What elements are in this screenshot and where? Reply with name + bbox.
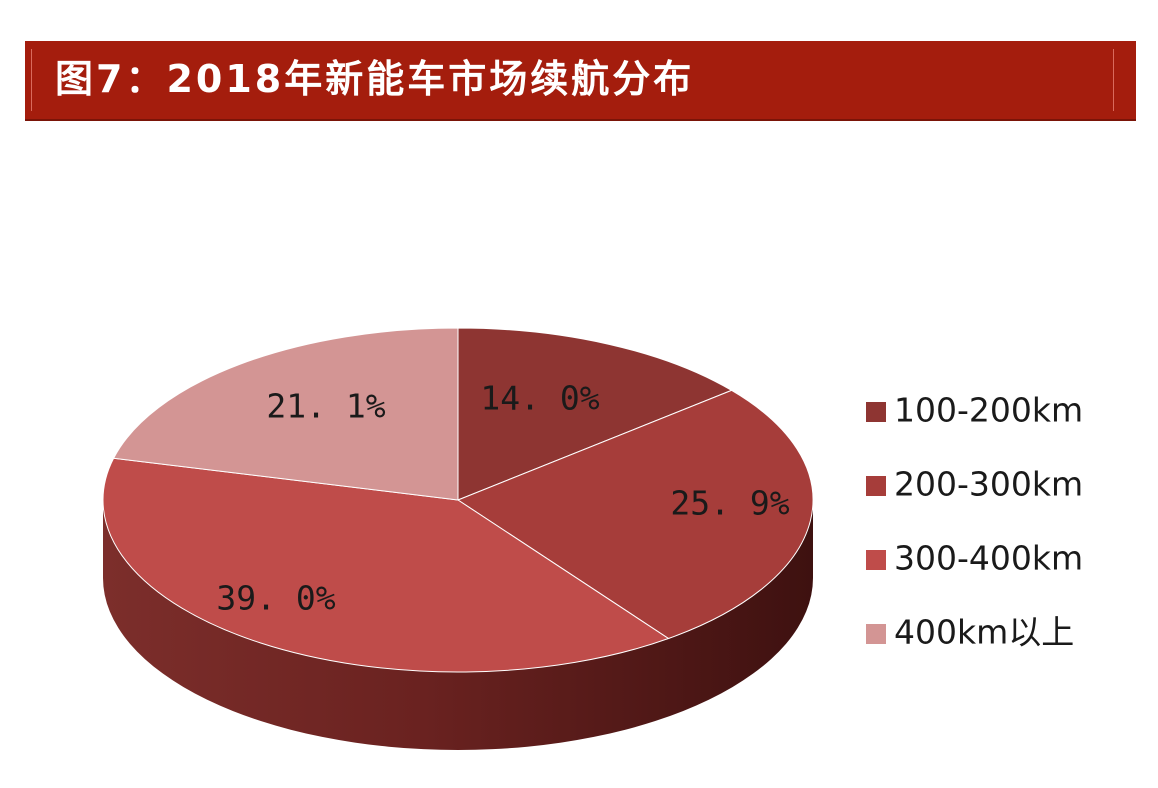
pie-slices bbox=[102, 327, 814, 673]
legend: 100-200km 200-300km 300-400km 400km以上 bbox=[866, 391, 1083, 652]
data-label-1: 14. 0% bbox=[480, 379, 599, 418]
title-banner: 图7：2018年新能车市场续航分布 bbox=[25, 41, 1136, 121]
pie-slice-3 bbox=[102, 457, 670, 673]
legend-swatch-3 bbox=[866, 550, 886, 570]
data-label-4: 21. 1% bbox=[266, 387, 385, 426]
data-label-3: 39. 0% bbox=[216, 579, 335, 618]
pie-data-labels: 14. 0% 25. 9% 39. 0% 21. 1% bbox=[216, 379, 789, 618]
legend-swatch-2 bbox=[866, 476, 886, 496]
legend-swatch-4 bbox=[866, 624, 886, 644]
legend-swatch-1 bbox=[866, 402, 886, 422]
legend-label-3: 300-400km bbox=[894, 539, 1083, 578]
pie-slice-4 bbox=[112, 327, 459, 501]
legend-label-1: 100-200km bbox=[894, 391, 1083, 430]
pie-slice-2 bbox=[456, 389, 814, 640]
legend-label-4: 400km以上 bbox=[894, 613, 1074, 652]
title-banner-frame bbox=[31, 49, 1114, 111]
legend-label-2: 200-300km bbox=[894, 465, 1083, 504]
pie-depth-side bbox=[103, 500, 813, 750]
data-label-2: 25. 9% bbox=[670, 484, 789, 523]
chart-title: 图7：2018年新能车市场续航分布 bbox=[55, 57, 695, 101]
pie-slice-1 bbox=[457, 327, 733, 501]
